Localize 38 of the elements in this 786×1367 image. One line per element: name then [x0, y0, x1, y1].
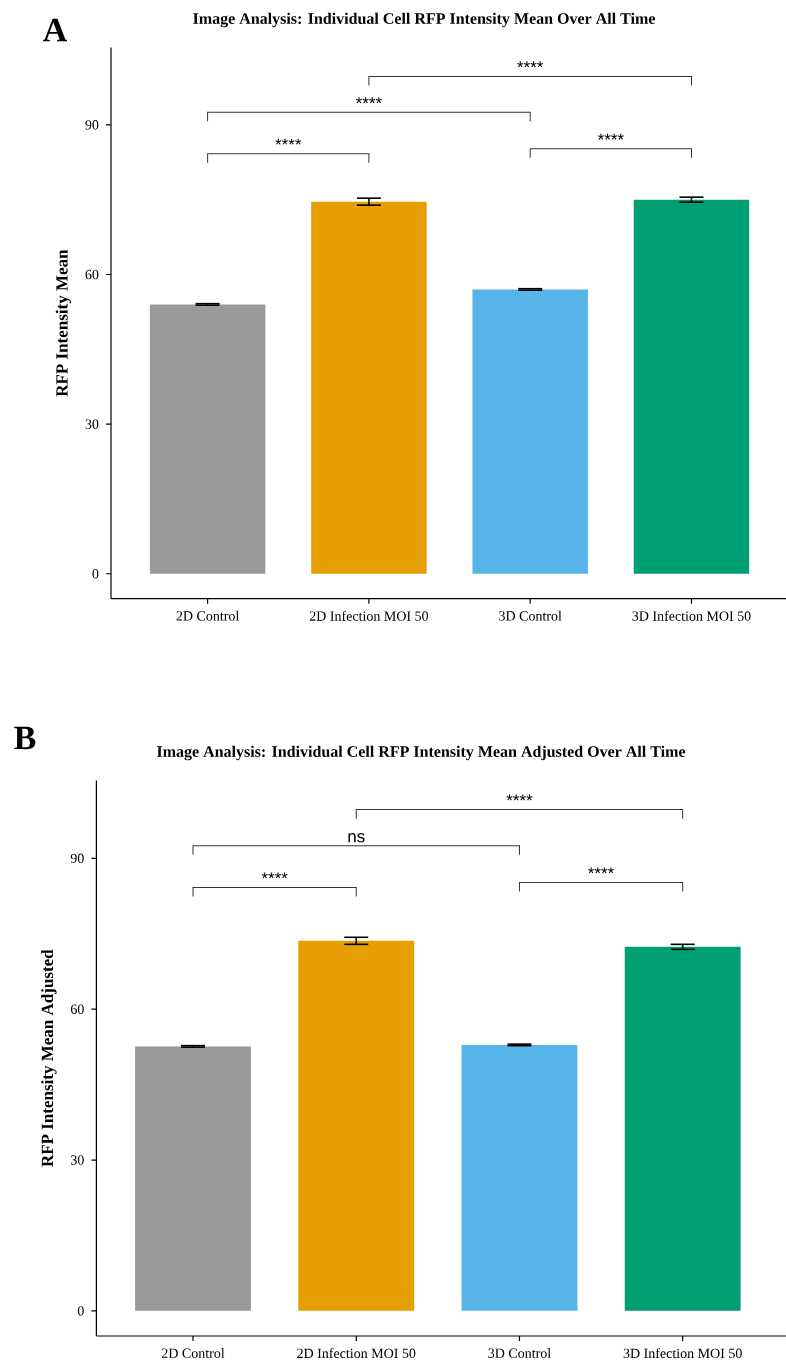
annotation: ****: [506, 794, 533, 801]
x-tick-label: 2D Infection MOI 50: [309, 610, 429, 621]
bar: [149, 304, 266, 574]
y-tick-label: 0: [92, 569, 99, 579]
chart-title: Image Analysis: Individual Cell RFP Intensity Mean Over All Time: [193, 12, 655, 28]
x-tick-label: 2D Control: [161, 1348, 225, 1358]
y-tick-label: 30: [70, 1155, 84, 1165]
x-tick-label: 2D Infection MOI 50: [297, 1348, 416, 1359]
x-tick-label: 3D Infection MOI 50: [632, 610, 751, 621]
bar: [298, 940, 415, 1311]
x-tick-label: 2D Control: [176, 610, 240, 621]
annotation: ****: [517, 61, 544, 68]
bar: [311, 201, 427, 574]
bar: [461, 1044, 578, 1311]
text: B: [14, 726, 36, 750]
bar: [624, 946, 741, 1311]
x-tick-label: 3D Control: [499, 610, 562, 621]
y-tick-label: 30: [85, 419, 99, 429]
annotation: ****: [588, 867, 615, 874]
annotation: ****: [261, 872, 288, 879]
x-tick-label: 3D Infection MOI 50: [623, 1348, 742, 1359]
x-tick-label: 3D Control: [488, 1348, 551, 1358]
bar: [135, 1046, 251, 1311]
bar: [472, 289, 588, 574]
y-tick-label: 0: [77, 1306, 84, 1316]
annotation: ****: [355, 97, 382, 104]
annotation: ****: [597, 133, 624, 140]
y-tick-label: 90: [70, 853, 84, 864]
bar: [633, 199, 750, 574]
y-axis-title: RFP Intensity Mean Adjusted: [41, 949, 57, 1167]
annotation: ns: [348, 833, 365, 843]
chart-title: Image Analysis: Individual Cell RFP Intensity Mean Adjusted Over All Time: [157, 745, 686, 761]
text: A: [43, 18, 68, 42]
annotation: ****: [275, 138, 302, 145]
y-tick-label: 60: [85, 269, 99, 280]
y-axis-title: RFP Intensity Mean: [55, 249, 72, 397]
y-tick-label: 90: [85, 120, 99, 130]
y-tick-label: 60: [70, 1004, 84, 1014]
